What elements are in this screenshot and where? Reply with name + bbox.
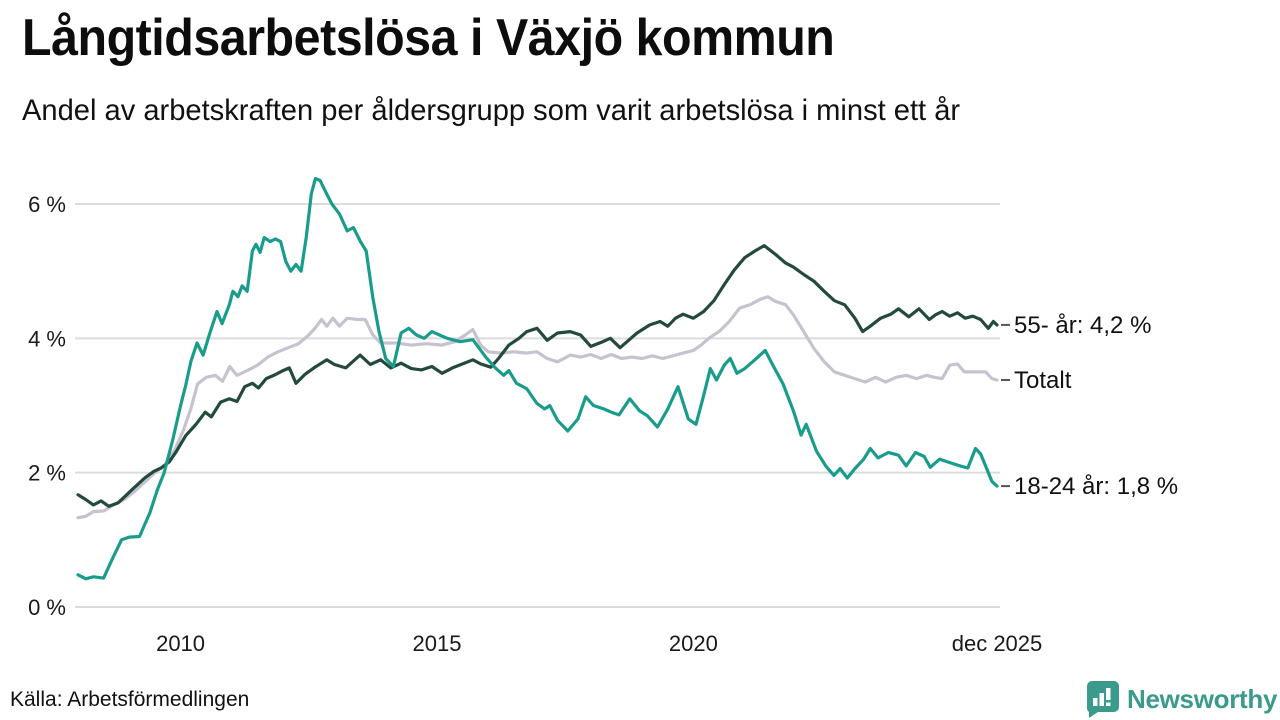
line-chart: 0 % 2 % 4 % 6 % 2010 2015 2020 dec 2025 Totalt 55… <box>28 176 1178 656</box>
source-note: Källa: Arbetsförmedlingen <box>10 688 250 711</box>
x-tick-label: 2020 <box>669 631 718 656</box>
newsworthy-brand: Newsworthy <box>1084 680 1277 718</box>
x-tick-label: 2010 <box>156 631 205 656</box>
series-line-18-24 år <box>76 176 999 581</box>
series-end-label: 55- år: 4,2 % <box>1014 312 1151 339</box>
y-tick-label: 6 % <box>28 192 66 217</box>
x-tick-label: 2015 <box>413 631 462 656</box>
newsworthy-logo-icon <box>1086 681 1119 718</box>
y-tick-label: 2 % <box>28 461 66 486</box>
y-tick-label: 0 % <box>28 595 66 620</box>
series-end-label: 18-24 år: 1,8 % <box>1014 473 1178 500</box>
series-end-label: Totalt <box>1014 367 1072 394</box>
x-tick-label: dec 2025 <box>952 631 1043 656</box>
page-subtitle: Andel av arbetskraften per åldersgrupp s… <box>22 94 961 127</box>
series-line-55- år <box>76 244 999 508</box>
page-title: Långtidsarbetslösa i Växjö kommun <box>22 9 835 67</box>
y-tick-label: 4 % <box>28 326 66 351</box>
brand-name: Newsworthy <box>1127 683 1278 714</box>
series-line-Totalt <box>76 295 999 520</box>
